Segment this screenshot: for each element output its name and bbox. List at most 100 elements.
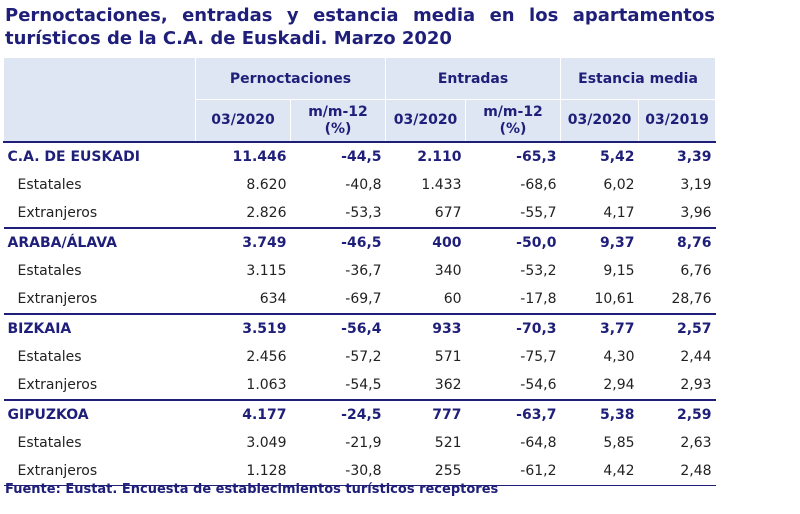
cell: -30,8 [290,457,386,486]
cell: -53,3 [345,205,382,221]
cell: 3,77 [560,313,639,343]
cell: -40,8 [345,177,382,193]
cell: -75,7 [520,349,557,365]
cell: -54,6 [520,377,557,393]
title: Pernoctaciones, entradas y estancia medi… [5,5,715,49]
cell: 4,30 [603,349,635,365]
cell: -57,2 [345,349,382,365]
region-row: ARABA/ÁLAVA 3.749 -46,5 400 -50,0 9,37 8,76 [3,227,716,257]
cell: 11.446 [195,141,291,171]
sub-row: Extranjeros 1.063 -54,5 362 -54,6 2,94 2,93 [4,371,716,400]
cell: 4,17 [603,205,635,221]
cell: -64,8 [520,435,557,451]
cell: 2.456 [246,349,287,365]
cell: 4,42 [560,457,639,486]
group-header: Entradas [385,58,562,100]
cell: 2.110 [385,141,466,171]
subheader: 03/2020 [385,99,467,143]
subheader: m/m-12 (%) [289,99,387,143]
cell: -44,5 [290,141,386,171]
row-label: Estatales [17,435,82,451]
cell: -55,7 [520,205,557,221]
cell: 2,44 [680,349,712,365]
cell: 2,94 [603,377,635,393]
table-head: Pernoctaciones Entradas Estancia media 03/… [3,58,717,143]
corner [3,58,196,143]
row-label: Extranjeros [17,291,98,307]
subheader: 03/2020 [560,99,640,143]
cell: 9,37 [560,227,639,257]
cell: 9,15 [603,263,635,279]
cell: 3,19 [680,177,712,193]
group-header: Estancia media [560,58,717,100]
sub-row: Extranjeros 634 -69,7 60 -17,8 10,61 28,76 [4,285,716,314]
cell: 2,48 [638,457,716,486]
sub-row: Estatales 8.620 -40,8 1.433 -68,6 6,02 3,19 [4,171,716,199]
cell: 1.063 [246,377,287,393]
cell: -69,7 [345,291,382,307]
row-label: Estatales [17,177,82,193]
cell: 1.433 [421,177,462,193]
cell: -46,5 [290,227,386,257]
cell: 6,02 [603,177,635,193]
cell: -65,3 [465,141,561,171]
cell: 2,63 [680,435,712,451]
row-label: Extranjeros [3,457,196,486]
sub-row: Estatales 3.049 -21,9 521 -64,8 5,85 2,63 [4,429,716,457]
cell: 2,59 [638,399,716,429]
cell: 10,61 [594,291,635,307]
cell: 3,39 [638,141,716,171]
cell: -24,5 [290,399,386,429]
row-label: Estatales [17,263,82,279]
cell: 3.115 [246,263,287,279]
subheader: m/m-12 (%) [465,99,562,143]
cell: 634 [259,291,287,307]
data-table: Pernoctaciones Entradas Estancia media 03/… [3,58,717,486]
cell: 2.826 [246,205,287,221]
row-label: Extranjeros [17,205,98,221]
subheader: 03/2020 [195,99,291,143]
cell: 3,96 [680,205,712,221]
cell: 1.128 [195,457,291,486]
cell: 400 [385,227,466,257]
cell: 521 [434,435,462,451]
cell: -17,8 [520,291,557,307]
cell: 362 [434,377,462,393]
cell: 5,42 [560,141,639,171]
group-header: Pernoctaciones [194,58,387,100]
cell: 2,57 [638,313,716,343]
cell: 3.519 [195,313,291,343]
cell: 6,76 [680,263,712,279]
cell: -61,2 [465,457,561,486]
cell: -54,5 [345,377,382,393]
cell: 933 [385,313,466,343]
cell: -56,4 [290,313,386,343]
cell: 28,76 [671,291,712,307]
cell: 5,85 [603,435,635,451]
group-row: Pernoctaciones Entradas Estancia media [3,58,717,143]
region-row: C.A. DE EUSKADI 11.446 -44,5 2.110 -65,3 5,42… [3,141,716,171]
cell: 60 [443,291,462,307]
cell: -63,7 [465,399,561,429]
sub-row: Estatales 3.115 -36,7 340 -53,2 9,15 6,76 [4,257,716,285]
cell: -36,7 [345,263,382,279]
cell: 777 [385,399,466,429]
cell: -53,2 [520,263,557,279]
subheader-row: 03/2020 m/m-12 (%) 03/2020 m/m-12 (%) 03/202… [4,99,717,143]
sub-row: Extranjeros 2.826 -53,3 677 -55,7 4,17 3,96 [4,199,716,228]
region-row: BIZKAIA 3.519 -56,4 933 -70,3 3,77 2,57 [3,313,716,343]
sub-row: Estatales 2.456 -57,2 571 -75,7 4,30 2,44 [4,343,716,371]
row-label: Estatales [17,349,82,365]
cell: 340 [434,263,462,279]
table-body: C.A. DE EUSKADI 11.446 -44,5 2.110 -65,3 5,42… [3,141,716,486]
cell: -70,3 [465,313,561,343]
cell: 5,38 [560,399,639,429]
region-name: BIZKAIA [3,313,196,343]
cell: -68,6 [520,177,557,193]
cell: 8,76 [638,227,716,257]
cell: 4.177 [195,399,291,429]
cell: 3.049 [246,435,287,451]
row-label: Extranjeros [17,377,98,393]
cell: 571 [434,349,462,365]
